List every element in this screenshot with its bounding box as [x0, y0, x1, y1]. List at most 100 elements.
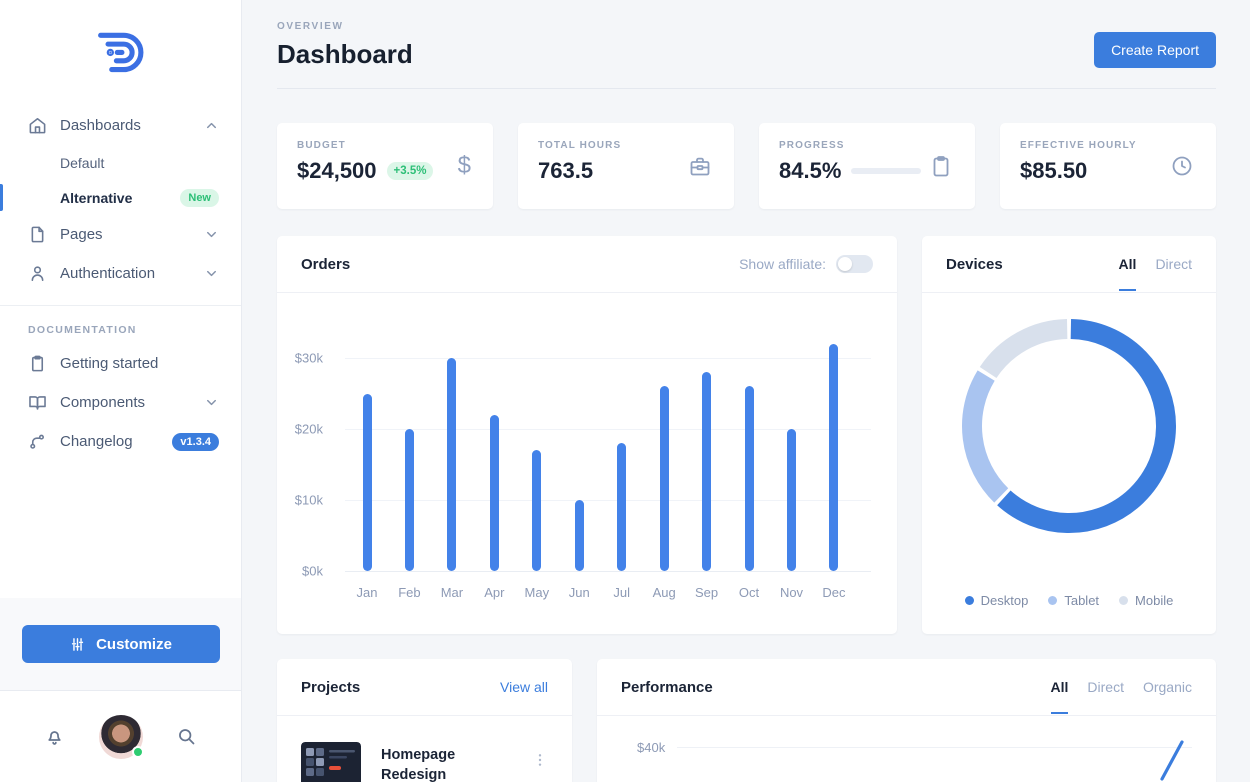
- sidebar-item-default[interactable]: Default: [0, 145, 241, 180]
- sidebar-item-label: Dashboards: [60, 117, 141, 134]
- git-branch-icon: [30, 434, 44, 449]
- gridline: [345, 500, 871, 501]
- donut-segment-desktop: [962, 319, 1176, 533]
- stats-row: BUDGET $24,500 +3.5% $ TOTAL HOURS 763.5…: [277, 123, 1216, 209]
- legend-dot: [964, 596, 974, 605]
- user-avatar[interactable]: [98, 714, 144, 759]
- active-indicator: [0, 184, 3, 211]
- legend-item-mobile: Mobile: [1119, 593, 1173, 608]
- card-title: Performance: [621, 678, 713, 696]
- sidebar-item-alternative[interactable]: Alternative New: [0, 180, 241, 215]
- x-axis-tick: Nov: [779, 585, 804, 600]
- progress-bar: [851, 168, 922, 174]
- sidebar-item-components[interactable]: Components: [0, 383, 241, 422]
- sidebar-item-label: Authentication: [60, 265, 156, 282]
- online-status-dot: [131, 745, 144, 758]
- bell-icon[interactable]: [44, 726, 65, 747]
- bar-jun: [574, 500, 584, 571]
- create-report-button[interactable]: Create Report: [1094, 32, 1216, 68]
- stat-card-effective-hourly: EFFECTIVE HOURLY $85.50: [1000, 123, 1216, 209]
- project-list-item[interactable]: Homepage Redesign: [277, 716, 572, 782]
- devices-card: Devices All Direct Desktop Tablet Mobile: [922, 236, 1216, 634]
- devices-card-header: Devices All Direct: [922, 236, 1216, 293]
- sidebar-item-dashboards[interactable]: Dashboards: [0, 106, 241, 145]
- search-icon[interactable]: [176, 726, 197, 747]
- book-icon: [29, 396, 46, 410]
- view-all-link[interactable]: View all: [500, 679, 548, 695]
- y-axis-tick: $40k: [637, 740, 666, 755]
- affiliate-toggle[interactable]: [836, 255, 873, 273]
- sidebar-item-label: Getting started: [60, 355, 159, 372]
- x-axis-tick: Sep: [695, 585, 719, 600]
- bar-aug: [659, 386, 669, 571]
- performance-line: [1160, 740, 1184, 781]
- y-axis-tick: $10k: [294, 492, 323, 508]
- stat-label: BUDGET: [297, 140, 346, 151]
- sidebar-cta: Customize: [0, 598, 241, 690]
- performance-card-header: Performance All Direct Organic: [597, 659, 1216, 716]
- y-axis-tick: $30k: [294, 350, 323, 366]
- tab-all[interactable]: All: [1118, 256, 1137, 291]
- legend-label: Mobile: [1135, 593, 1174, 608]
- main-content: OVERVIEW Dashboard Create Report BUDGET …: [243, 0, 1250, 782]
- stat-label: EFFECTIVE HOURLY: [1020, 140, 1137, 151]
- x-axis-tick: Aug: [652, 585, 676, 600]
- sidebar-nav: Dashboards Default Alternative New Pages…: [0, 104, 241, 461]
- gridline: [345, 571, 871, 572]
- legend-dot: [1048, 596, 1058, 605]
- x-axis-tick: May: [524, 585, 550, 600]
- x-axis-tick: Jun: [568, 585, 590, 600]
- bar-feb: [404, 429, 414, 571]
- more-options-icon[interactable]: [532, 752, 548, 768]
- stat-card-total-hours: TOTAL HOURS 763.5: [518, 123, 734, 209]
- stat-value: $85.50: [1020, 158, 1088, 183]
- sidebar-footer: [0, 690, 241, 782]
- tab-organic[interactable]: Organic: [1142, 679, 1192, 695]
- clipboard-icon: [933, 156, 949, 177]
- header-divider: [277, 88, 1216, 89]
- sliders-icon: [71, 637, 84, 651]
- legend-item-desktop: Desktop: [964, 593, 1028, 608]
- tab-direct[interactable]: Direct: [1155, 256, 1192, 272]
- sidebar-item-label: Components: [60, 394, 146, 411]
- stat-card-budget: BUDGET $24,500 +3.5% $: [277, 123, 493, 209]
- home-icon: [29, 117, 46, 134]
- card-title: Projects: [301, 678, 361, 696]
- sidebar-divider: [0, 305, 241, 306]
- chevron-down-icon: [207, 399, 216, 406]
- bar-mar: [447, 358, 457, 571]
- dollar-icon: $: [457, 152, 471, 179]
- sidebar-item-authentication[interactable]: Authentication: [0, 254, 241, 293]
- sidebar-item-getting-started[interactable]: Getting started: [0, 344, 241, 383]
- orders-card: Orders Show affiliate: $0k $10k $20k $30k Ja…: [277, 236, 897, 634]
- performance-card: Performance All Direct Organic $40k: [597, 659, 1216, 782]
- x-axis-tick: Jan: [356, 585, 378, 600]
- x-axis-tick: Dec: [822, 585, 846, 600]
- x-axis-tick: Apr: [484, 585, 505, 600]
- page-title: Dashboard: [277, 39, 413, 69]
- bar-oct: [744, 386, 754, 571]
- orders-bar-chart: $0k $10k $20k $30k Jan Feb Mar Apr May Jun Jul Aug S…: [277, 293, 897, 634]
- tab-direct[interactable]: Direct: [1087, 679, 1124, 695]
- performance-chart-body: $40k: [597, 716, 1216, 782]
- project-title: Homepage Redesign: [381, 747, 456, 782]
- stat-value: 763.5: [538, 158, 594, 183]
- bar-may: [532, 450, 542, 571]
- gridline: [345, 429, 871, 430]
- x-axis-tick: Feb: [398, 585, 421, 600]
- spark-logo-icon: [97, 32, 143, 73]
- legend-item-tablet: Tablet: [1048, 593, 1099, 608]
- tab-all[interactable]: All: [1050, 679, 1069, 714]
- page-eyebrow: OVERVIEW: [277, 21, 344, 32]
- sidebar-item-changelog[interactable]: Changelog v1.3.4: [0, 422, 241, 461]
- projects-card-header: Projects View all: [277, 659, 572, 716]
- customize-button[interactable]: Customize: [21, 625, 220, 663]
- bar-sep: [702, 372, 712, 571]
- app-logo[interactable]: [0, 0, 241, 104]
- bar-dec: [829, 343, 839, 571]
- sidebar-item-pages[interactable]: Pages: [0, 215, 241, 254]
- delta-badge: +3.5%: [386, 162, 434, 180]
- x-axis-tick: Mar: [440, 585, 464, 600]
- charts-row: Orders Show affiliate: $0k $10k $20k $30k Ja…: [277, 236, 1216, 634]
- legend-dot: [1119, 596, 1129, 605]
